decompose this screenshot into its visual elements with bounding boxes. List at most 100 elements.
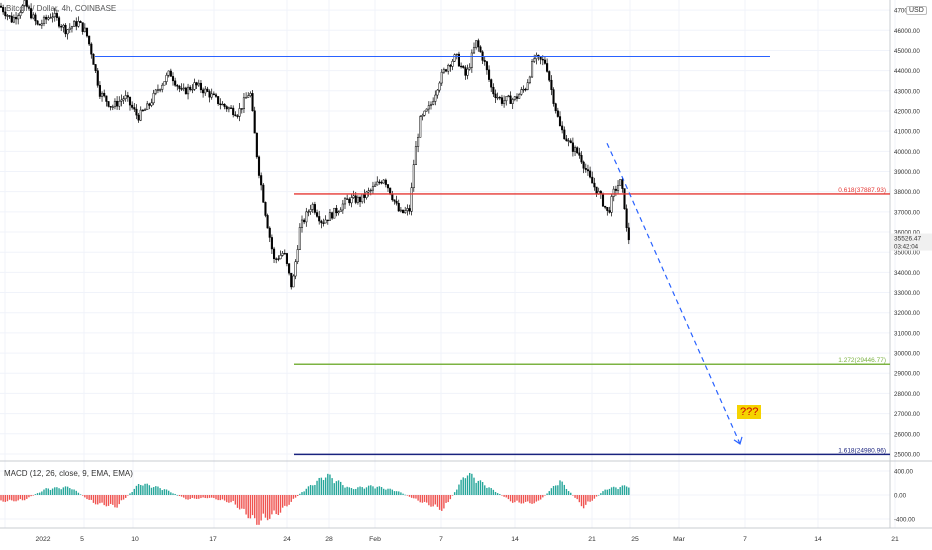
candle-body bbox=[167, 70, 170, 76]
candle-body bbox=[53, 13, 56, 18]
candle-body bbox=[513, 96, 516, 100]
candle-body bbox=[518, 94, 521, 99]
price-pane bbox=[0, 0, 890, 460]
macd-tick-label: 400.00 bbox=[894, 469, 913, 476]
candle-body bbox=[75, 21, 78, 27]
macd-bar bbox=[316, 480, 318, 495]
candle-body bbox=[533, 58, 536, 62]
candle-body bbox=[64, 24, 67, 35]
candle-body bbox=[116, 100, 119, 107]
candle-body bbox=[591, 176, 594, 184]
macd-bar bbox=[563, 484, 565, 495]
macd-bar bbox=[69, 488, 71, 495]
macd-bar bbox=[2, 495, 4, 502]
macd-bar bbox=[28, 495, 30, 498]
macd-bar bbox=[122, 495, 125, 500]
price-tick-label: 44000.00 bbox=[894, 68, 920, 75]
candle-body bbox=[165, 74, 168, 82]
macd-bar bbox=[395, 491, 398, 495]
macd-bar bbox=[71, 489, 73, 495]
macd-bar bbox=[307, 486, 310, 495]
candle-body bbox=[225, 106, 228, 110]
candle-body bbox=[81, 22, 84, 32]
candle-body bbox=[120, 99, 123, 102]
candle-body bbox=[109, 106, 112, 108]
candle-body bbox=[111, 106, 114, 108]
macd-bar bbox=[348, 487, 350, 495]
macd-bar bbox=[211, 495, 213, 498]
macd-bar bbox=[238, 495, 241, 510]
candle-body bbox=[154, 89, 157, 94]
macd-bar bbox=[47, 488, 49, 495]
candle-body bbox=[548, 71, 551, 81]
currency-badge[interactable]: USD bbox=[906, 6, 927, 15]
macd-bar bbox=[559, 480, 561, 495]
candle-body bbox=[554, 103, 557, 112]
candle-body bbox=[556, 110, 559, 117]
macd-bar bbox=[314, 484, 316, 495]
candle-body bbox=[563, 129, 566, 140]
macd-bar bbox=[174, 493, 176, 495]
candle-body bbox=[425, 108, 428, 112]
macd-bar bbox=[36, 493, 39, 495]
macd-bar bbox=[460, 479, 462, 495]
candle-body bbox=[47, 17, 50, 20]
candle-body bbox=[363, 193, 366, 198]
macd-bar bbox=[509, 495, 512, 502]
candle-body bbox=[240, 108, 243, 110]
macd-bar bbox=[576, 495, 578, 500]
macd-bar bbox=[479, 480, 482, 495]
candle-body bbox=[580, 155, 583, 163]
macd-histogram bbox=[0, 472, 630, 525]
candle-body bbox=[79, 21, 82, 23]
candle-body bbox=[49, 17, 52, 19]
candle-body bbox=[212, 93, 215, 96]
symbol-title: Bitcoin / Dollar, 4h, COINBASE bbox=[6, 4, 117, 13]
macd-bar bbox=[580, 495, 583, 507]
candle-body bbox=[571, 142, 574, 152]
candle-body bbox=[423, 110, 426, 116]
candle-body bbox=[346, 198, 349, 200]
macd-bar bbox=[613, 486, 615, 495]
price-tick-label: 36000.00 bbox=[894, 230, 920, 237]
candle-body bbox=[257, 156, 261, 176]
candle-body bbox=[574, 147, 577, 152]
candle-body bbox=[199, 82, 202, 91]
macd-bar bbox=[43, 489, 45, 495]
candle-body bbox=[21, 5, 24, 13]
countdown-label: 03:42:04 bbox=[894, 244, 919, 251]
macd-bar bbox=[297, 495, 299, 496]
macd-bar bbox=[312, 485, 314, 495]
macd-bar bbox=[623, 485, 626, 495]
macd-bar bbox=[544, 495, 546, 496]
candle-body bbox=[477, 40, 480, 48]
candle-body bbox=[552, 89, 555, 104]
candle-body bbox=[40, 23, 43, 26]
macd-bar bbox=[11, 495, 13, 501]
macd-bar bbox=[514, 495, 516, 503]
macd-bar bbox=[142, 485, 144, 495]
candle-body bbox=[382, 179, 385, 184]
macd-tick-label: 0.00 bbox=[894, 493, 907, 500]
macd-bar bbox=[262, 495, 264, 514]
price-tick-label: 34000.00 bbox=[894, 270, 920, 277]
candle-body bbox=[582, 161, 585, 169]
macd-bar bbox=[335, 481, 338, 495]
macd-bar bbox=[135, 485, 138, 495]
candle-body bbox=[412, 164, 415, 188]
macd-bar bbox=[41, 491, 43, 495]
candle-body bbox=[307, 211, 310, 213]
macd-bar bbox=[376, 486, 378, 495]
candle-body bbox=[546, 63, 549, 72]
candle-body bbox=[38, 23, 41, 26]
macd-bar bbox=[133, 488, 135, 495]
macd-bar bbox=[120, 495, 123, 501]
candle-body bbox=[417, 137, 420, 147]
candle-body bbox=[101, 92, 104, 97]
macd-bar bbox=[245, 495, 247, 515]
candle-body bbox=[141, 109, 144, 112]
projection-path bbox=[606, 142, 741, 445]
macd-bar bbox=[413, 495, 415, 499]
